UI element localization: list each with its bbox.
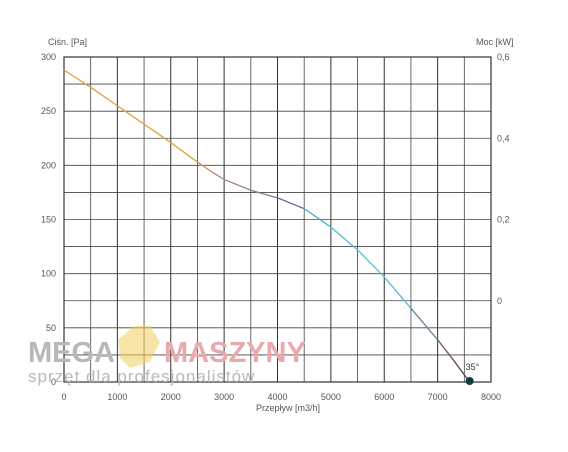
chart-grid xyxy=(63,56,492,383)
y-tick-label-right: 0,6 xyxy=(497,52,510,62)
pressure-curve-segment xyxy=(276,197,305,210)
pressure-curve-segment xyxy=(63,69,92,88)
blade-angle-label: 35° xyxy=(466,362,480,372)
y-tick-label-right: 0,4 xyxy=(497,133,510,143)
right-axis-title: Moc [kW] xyxy=(476,37,514,47)
left-axis-title: Ciśn. [Pa] xyxy=(48,37,87,47)
x-tick-label: 7000 xyxy=(428,392,448,402)
y-tick-label-left: 50 xyxy=(46,323,56,333)
watermark: MEGA MASZYNY sprzęt dla profesjonalistów xyxy=(28,326,306,386)
x-axis-title: Przepływ [m3/h] xyxy=(256,403,320,413)
y-tick-label-left: 250 xyxy=(41,106,56,116)
x-tick-label: 3000 xyxy=(214,392,234,402)
pressure-curve-segment xyxy=(170,141,199,163)
y-tick-label-left: 100 xyxy=(41,269,56,279)
watermark-brand-right: MASZYNY xyxy=(164,337,306,369)
operating-point-marker xyxy=(465,377,474,385)
chart-tick-labels: 0 1000 2000 3000 4000 5000 6000 7000 80000501001… xyxy=(41,52,510,402)
y-tick-label-right: 0,2 xyxy=(497,215,510,225)
y-tick-label-left: 0 xyxy=(51,377,56,387)
pressure-curve-segment xyxy=(303,208,332,228)
pressure-curve-segment xyxy=(356,249,385,278)
pressure-curve-segment xyxy=(212,172,225,181)
y-tick-label-left: 200 xyxy=(41,160,56,170)
x-tick-label: 5000 xyxy=(321,392,341,402)
pressure-curve-segment xyxy=(196,161,215,174)
plot-frame xyxy=(63,56,492,383)
pressure-curve-segment xyxy=(143,123,172,144)
watermark-brand-left: MEGA xyxy=(28,337,115,369)
pressure-curve-segment xyxy=(383,276,412,309)
y-tick-label-left: 150 xyxy=(41,215,56,225)
pressure-curve-segment xyxy=(90,86,119,107)
x-tick-label: 8000 xyxy=(481,392,501,402)
pressure-curve xyxy=(63,69,471,383)
watermark-logo-icon xyxy=(118,326,160,368)
y-tick-label-right: 0 xyxy=(497,296,502,306)
x-tick-label: 4000 xyxy=(267,392,287,402)
chart-annotations: 35° xyxy=(465,362,480,385)
pressure-curve-segment xyxy=(250,189,279,199)
x-tick-label: 0 xyxy=(61,392,66,402)
x-tick-label: 1000 xyxy=(107,392,127,402)
y-tick-label-left: 300 xyxy=(41,52,56,62)
x-tick-label: 6000 xyxy=(374,392,394,402)
watermark-tagline: sprzęt dla profesjonalistów xyxy=(28,367,255,386)
pressure-curve-segment xyxy=(410,307,439,341)
pressure-curve-segment xyxy=(330,226,359,251)
x-tick-label: 2000 xyxy=(161,392,181,402)
pressure-curve-segment xyxy=(116,105,145,125)
pressure-curve-segment xyxy=(436,339,455,361)
pressure-curve-segment xyxy=(223,178,252,191)
